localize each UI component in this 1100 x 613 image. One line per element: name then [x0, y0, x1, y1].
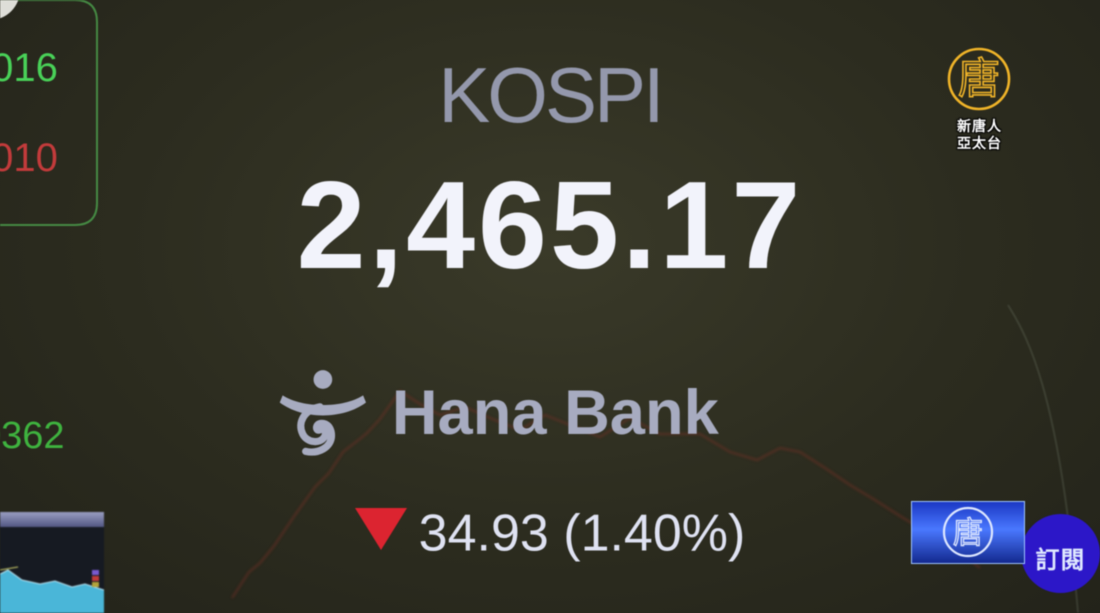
svg-text:唐: 唐 [958, 55, 1000, 102]
svg-text:唐: 唐 [953, 517, 983, 550]
svg-text:Hana Bank: Hana Bank [392, 378, 720, 448]
